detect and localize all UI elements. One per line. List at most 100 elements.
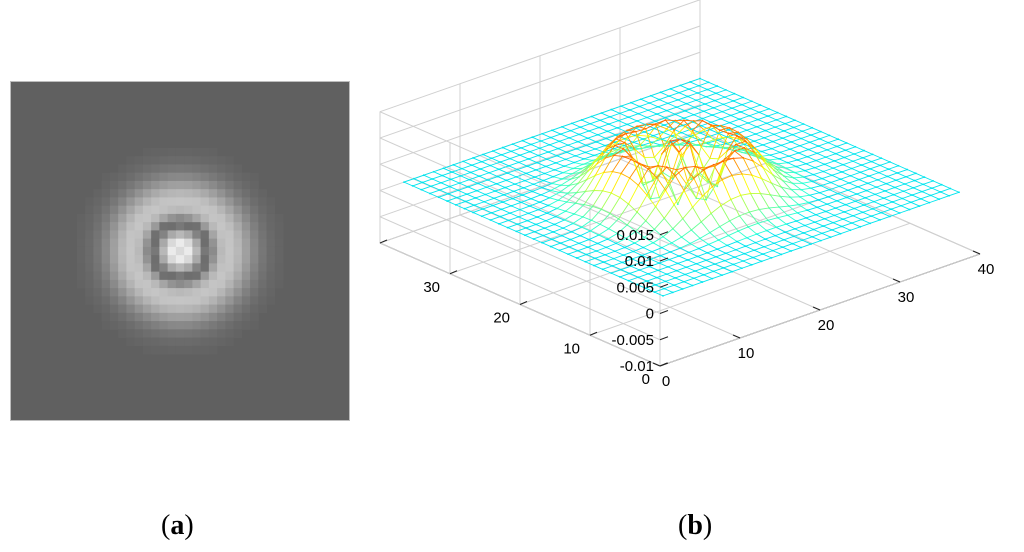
- mesh-vertex: [580, 167, 583, 170]
- mesh-vertex: [881, 204, 884, 207]
- image-pixel: [85, 296, 94, 305]
- image-pixel: [151, 213, 160, 223]
- image-pixel: [109, 189, 119, 198]
- mesh-vertex: [739, 194, 742, 197]
- mesh-edge: [556, 151, 567, 157]
- image-pixel: [142, 288, 152, 297]
- mesh-edge: [857, 186, 867, 191]
- image-pixel: [85, 197, 94, 207]
- mesh-edge: [825, 211, 835, 216]
- mesh-edge: [533, 238, 543, 244]
- mesh-edge: [595, 254, 606, 259]
- mesh-edge: [712, 179, 723, 187]
- mesh-edge: [828, 142, 838, 147]
- mesh-vertex: [568, 184, 571, 187]
- mesh-edge: [893, 190, 904, 196]
- mesh-edge: [587, 246, 597, 252]
- mesh-vertex: [452, 163, 455, 166]
- mesh-edge: [663, 130, 675, 147]
- image-pixel: [184, 180, 193, 190]
- mesh-vertex: [627, 279, 630, 282]
- mesh-vertex: [528, 150, 531, 153]
- mesh-edge: [564, 213, 575, 221]
- mesh-edge: [666, 110, 676, 115]
- mesh-vertex: [858, 178, 860, 181]
- mesh-edge: [491, 157, 501, 163]
- image-pixel: [76, 230, 86, 240]
- image-pixel: [76, 238, 86, 248]
- mesh-vertex: [627, 116, 630, 119]
- mesh-vertex: [660, 138, 663, 141]
- mesh-edge: [718, 239, 728, 246]
- mesh-edge: [744, 147, 754, 162]
- mesh-edge: [835, 149, 846, 155]
- mesh-edge: [652, 131, 664, 137]
- mesh-edge: [856, 193, 866, 199]
- mesh-edge: [665, 189, 675, 205]
- mesh-edge: [723, 157, 734, 162]
- mesh-edge: [671, 135, 681, 140]
- mesh-vertex: [432, 170, 435, 173]
- mesh-edge: [551, 235, 563, 240]
- image-pixel: [233, 230, 243, 240]
- mesh-vertex: [474, 197, 477, 199]
- mesh-vertex: [785, 167, 788, 170]
- mesh-edge: [648, 135, 659, 140]
- mesh-edge: [497, 176, 507, 181]
- mesh-vertex: [430, 185, 433, 188]
- mesh-vertex: [500, 153, 503, 156]
- mesh-edge: [760, 193, 770, 209]
- mesh-vertex: [664, 116, 667, 119]
- mesh-vertex: [564, 210, 567, 213]
- mesh-vertex: [544, 219, 547, 222]
- mesh-vertex: [712, 163, 715, 166]
- mesh-edge: [511, 150, 521, 156]
- mesh-vertex: [498, 168, 500, 171]
- mesh-edge: [799, 145, 809, 150]
- mesh-vertex: [919, 197, 922, 200]
- image-pixel: [93, 205, 103, 215]
- mesh-edge: [703, 110, 713, 116]
- mesh-edge: [456, 197, 466, 202]
- mesh-edge: [532, 187, 543, 192]
- mesh-edge: [791, 247, 802, 252]
- mesh-edge: [722, 107, 733, 113]
- image-pixel: [101, 312, 111, 322]
- mesh-edge: [826, 200, 838, 205]
- image-pixel: [101, 296, 111, 305]
- mesh-edge: [750, 108, 760, 113]
- mesh-edge: [617, 127, 627, 133]
- gridline: [449, 161, 771, 275]
- mesh-vertex: [715, 183, 717, 186]
- mesh-vertex: [590, 162, 593, 165]
- mesh-vertex: [801, 239, 804, 242]
- image-pixel: [159, 279, 169, 289]
- mesh-edge: [560, 133, 570, 139]
- image-pixel: [159, 296, 169, 305]
- mesh-vertex: [678, 143, 680, 146]
- mesh-edge: [820, 182, 831, 187]
- mesh-vertex: [815, 159, 817, 162]
- image-pixel: [217, 321, 226, 330]
- mesh-edge: [586, 144, 596, 150]
- mesh-edge: [860, 171, 870, 177]
- image-pixel: [159, 230, 169, 240]
- mesh-edge: [870, 219, 881, 224]
- image-pixel: [134, 180, 144, 190]
- mesh-edge: [490, 161, 501, 166]
- mesh-edge: [667, 134, 677, 143]
- mesh-edge: [723, 264, 734, 269]
- mesh-edge: [814, 218, 825, 223]
- mesh-vertex: [643, 131, 646, 133]
- image-pixel: [134, 255, 144, 264]
- mesh-edge: [865, 197, 875, 203]
- mesh-vertex: [615, 137, 618, 140]
- mesh-vertex: [562, 227, 564, 230]
- mesh-vertex: [516, 168, 519, 171]
- mesh-edge: [638, 134, 649, 137]
- mesh-edge: [613, 258, 623, 263]
- mesh-edge: [698, 248, 708, 254]
- mesh-vertex: [547, 204, 550, 207]
- mesh-vertex: [737, 125, 740, 128]
- mesh-edge: [578, 171, 589, 178]
